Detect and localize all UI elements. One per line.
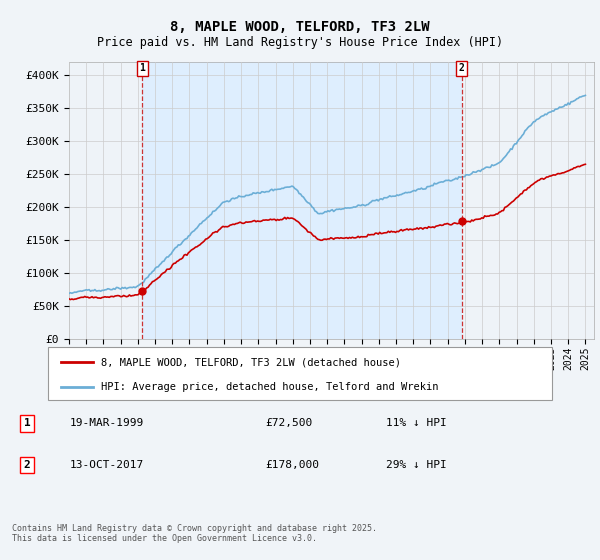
Text: 2: 2 bbox=[459, 63, 464, 73]
Text: £72,500: £72,500 bbox=[265, 418, 313, 428]
Text: 29% ↓ HPI: 29% ↓ HPI bbox=[386, 460, 447, 470]
Text: Contains HM Land Registry data © Crown copyright and database right 2025.
This d: Contains HM Land Registry data © Crown c… bbox=[12, 524, 377, 543]
Text: 1: 1 bbox=[23, 418, 30, 428]
Text: 1: 1 bbox=[139, 63, 145, 73]
Bar bbox=[142, 62, 461, 339]
Text: 19-MAR-1999: 19-MAR-1999 bbox=[70, 418, 144, 428]
Text: 2: 2 bbox=[23, 460, 30, 470]
Text: 8, MAPLE WOOD, TELFORD, TF3 2LW: 8, MAPLE WOOD, TELFORD, TF3 2LW bbox=[170, 20, 430, 34]
Text: £178,000: £178,000 bbox=[265, 460, 319, 470]
Text: Price paid vs. HM Land Registry's House Price Index (HPI): Price paid vs. HM Land Registry's House … bbox=[97, 36, 503, 49]
Text: 13-OCT-2017: 13-OCT-2017 bbox=[70, 460, 144, 470]
Text: 8, MAPLE WOOD, TELFORD, TF3 2LW (detached house): 8, MAPLE WOOD, TELFORD, TF3 2LW (detache… bbox=[101, 357, 401, 367]
Text: 11% ↓ HPI: 11% ↓ HPI bbox=[386, 418, 447, 428]
Text: HPI: Average price, detached house, Telford and Wrekin: HPI: Average price, detached house, Telf… bbox=[101, 382, 439, 392]
